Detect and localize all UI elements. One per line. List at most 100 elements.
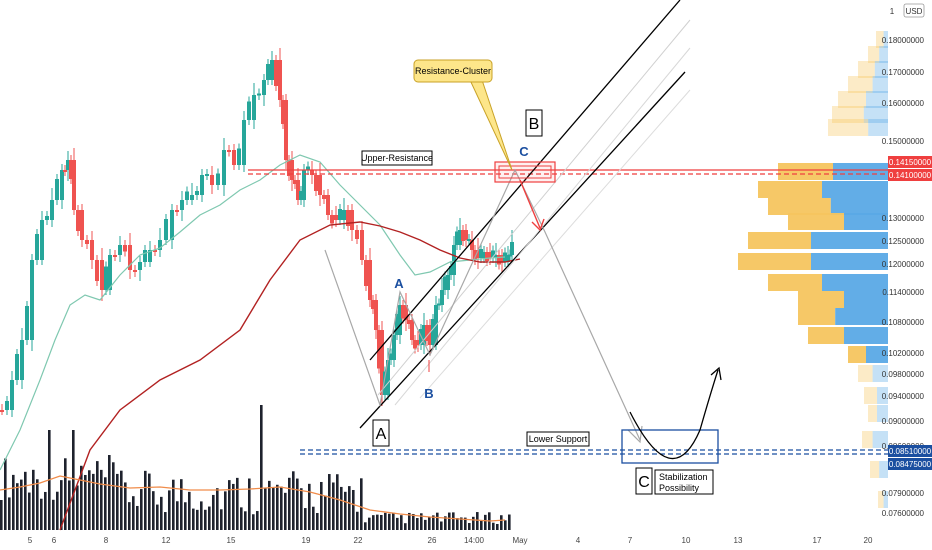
- lower-support-label-box[interactable]: [526, 431, 590, 447]
- volume-bar: [288, 477, 291, 530]
- volume-bar: [504, 520, 507, 530]
- volume-profile-row: [872, 431, 888, 448]
- volume-bar: [444, 516, 447, 530]
- volume-bar: [344, 491, 347, 530]
- volume-bar: [192, 508, 195, 530]
- candle-body: [500, 255, 504, 262]
- candle-body: [69, 160, 73, 179]
- candle-body: [237, 148, 241, 165]
- callout-pointer: [469, 79, 513, 171]
- candle-body: [185, 191, 189, 200]
- stabilization-zone-box[interactable]: [621, 429, 719, 464]
- price-axis-label: 0.09000000: [882, 417, 925, 426]
- volume-bar: [308, 483, 311, 530]
- volume-bar: [456, 517, 459, 530]
- currency-badge[interactable]: [903, 3, 925, 18]
- volume-bar: [392, 512, 395, 530]
- price-axis-label: 0.10200000: [882, 349, 925, 358]
- wave-a-box[interactable]: [372, 419, 390, 447]
- candle-body: [15, 354, 19, 380]
- candle-body: [383, 371, 387, 395]
- price-axis-label: 0.07900000: [882, 489, 925, 498]
- candle-body: [368, 260, 372, 300]
- stabilization-label-box[interactable]: [654, 469, 714, 495]
- volume-bar: [16, 483, 19, 530]
- stabilization-curve: [629, 369, 719, 460]
- candle-body: [330, 215, 334, 224]
- wave-small-a: A: [394, 276, 404, 291]
- volume-profile-row: [822, 181, 888, 198]
- volume-profile-row: [862, 431, 873, 448]
- candle-body: [164, 219, 168, 240]
- volume-bar: [88, 470, 91, 530]
- volume-bar: [424, 519, 427, 530]
- volume-bar: [120, 470, 123, 530]
- volume-bar: [12, 474, 15, 530]
- volume-profile-row: [878, 491, 884, 508]
- volume-bar: [228, 480, 231, 530]
- candle-body: [175, 210, 179, 212]
- volume-bar: [276, 484, 279, 530]
- volume-bar: [416, 518, 419, 530]
- candle-body: [76, 210, 80, 231]
- volume-bar: [176, 501, 179, 530]
- volume-bar: [32, 469, 35, 530]
- volume-profile-row: [876, 31, 884, 48]
- volume-bar: [296, 478, 299, 530]
- volume-bar: [384, 512, 387, 530]
- volume-profile-row: [872, 365, 888, 382]
- volume-bar: [312, 506, 315, 530]
- price-tag-s1-bg: [888, 445, 932, 457]
- candle-body: [374, 300, 378, 330]
- candle-body: [437, 303, 441, 306]
- candle-body: [20, 340, 24, 380]
- candle-body: [416, 340, 420, 345]
- price-axis-label: 0.10800000: [882, 318, 925, 327]
- volume-bar: [388, 513, 391, 530]
- volume-bar: [244, 511, 247, 530]
- candle-body: [440, 290, 444, 305]
- wave-path: [324, 168, 641, 441]
- volume-bar: [400, 515, 403, 530]
- candle-body: [407, 320, 411, 324]
- candle-body: [458, 230, 462, 245]
- price-tag-s2-bg: [888, 458, 932, 470]
- upper-resistance-label-box[interactable]: [361, 150, 433, 166]
- volume-bar: [124, 482, 127, 530]
- candle-body: [473, 250, 477, 260]
- volume-bar: [440, 521, 443, 530]
- volume-bar: [460, 517, 463, 530]
- volume-bar: [116, 473, 119, 530]
- volume-bar: [280, 486, 283, 530]
- candle-body: [66, 160, 70, 170]
- stabilization-label-1: Stabilization: [659, 472, 708, 482]
- time-axis-label: 19: [302, 536, 311, 545]
- volume-profile-row: [879, 46, 888, 63]
- resistance-cluster-callout[interactable]: [413, 59, 493, 83]
- volume-bar: [164, 512, 167, 530]
- volume-profile-row: [883, 491, 888, 508]
- wave-b-box[interactable]: [525, 109, 543, 137]
- resistance-cluster-label: Resistance-Cluster: [415, 66, 491, 76]
- time-axis[interactable]: 5 6 8 12 15 19 22 26 14:00 May 4 7 10 13 17 20: [28, 536, 873, 545]
- price-axis[interactable]: 0.18000000 0.17000000 0.16000000 0.15000000…: [882, 36, 925, 518]
- volume-bar: [508, 514, 511, 530]
- volume-bar: [300, 488, 303, 530]
- volume-bar: [336, 474, 339, 530]
- candle-body: [479, 249, 483, 258]
- volume-bar: [452, 512, 455, 530]
- candle-body: [242, 120, 246, 165]
- volume-bar: [476, 512, 479, 530]
- channel-upper-line[interactable]: [369, 0, 681, 361]
- volume-bar: [168, 490, 171, 530]
- candle-body: [281, 100, 285, 124]
- volume-profile-row: [822, 274, 888, 291]
- resistance-cluster-box[interactable]: [494, 161, 556, 183]
- wave-c-box[interactable]: [635, 467, 653, 495]
- candle-body: [222, 150, 226, 185]
- candle-body: [314, 175, 318, 191]
- volume-bar: [132, 496, 135, 530]
- candle-body: [470, 240, 474, 250]
